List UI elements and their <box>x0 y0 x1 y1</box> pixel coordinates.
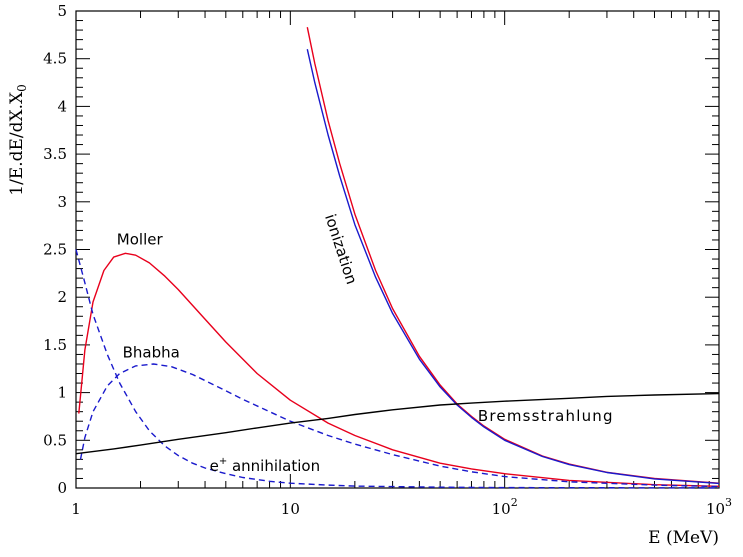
y-tick-label: 1 <box>57 384 67 402</box>
series-line-3 <box>78 252 720 487</box>
annotation-bhabha: Bhabha <box>123 343 180 361</box>
series-group <box>75 27 720 489</box>
x-tick-label-base: 10 <box>706 500 725 518</box>
annotation-annihilation: e+ annihilation <box>210 456 321 475</box>
x-tick-label: 103 <box>706 496 732 518</box>
y-axis-title-main: 1/E.dE/dX.X <box>7 91 27 196</box>
y-tick-label: 4.5 <box>43 50 67 68</box>
y-tick-label: 2.5 <box>43 241 67 259</box>
y-tick-label: 3.5 <box>43 145 67 163</box>
x-axis-title: E (MeV) <box>648 528 719 548</box>
annotation-main: annihilation <box>227 457 320 475</box>
series-line-4 <box>79 363 720 488</box>
x-tick-label: 1 <box>71 500 81 518</box>
y-tick-label: 0.5 <box>43 431 67 449</box>
y-tick-label: 5 <box>57 2 67 20</box>
x-tick-label-base: 1 <box>71 500 81 518</box>
y-tick-label: 4 <box>57 97 67 115</box>
y-tick-label: 3 <box>57 193 67 211</box>
y-axis-title-subscript: 0 <box>15 84 29 92</box>
series-line-6 <box>75 392 720 455</box>
x-tick-label-exponent: 3 <box>725 496 732 509</box>
plot-frame <box>75 10 720 489</box>
annotation-superscript: + <box>219 456 227 467</box>
y-tick-label: 1.5 <box>43 336 67 354</box>
series-line-5 <box>75 249 720 489</box>
x-tick-label-base: 10 <box>281 500 300 518</box>
annotation-moller: Moller <box>117 231 164 249</box>
y-axis-title: 1/E.dE/dX.X0 <box>7 84 29 196</box>
annotation-brems: Bremsstrahlung <box>478 407 614 425</box>
y-tick-label: 0 <box>57 479 67 497</box>
x-tick-label: 10 <box>281 500 300 518</box>
series-line-2 <box>306 49 720 485</box>
x-tick-label: 102 <box>492 496 518 518</box>
x-tick-label-exponent: 2 <box>511 496 518 509</box>
y-tick-label: 2 <box>57 288 67 306</box>
x-tick-label-base: 10 <box>492 500 511 518</box>
ticks <box>75 10 719 489</box>
annotation-prefix: e <box>210 457 219 475</box>
